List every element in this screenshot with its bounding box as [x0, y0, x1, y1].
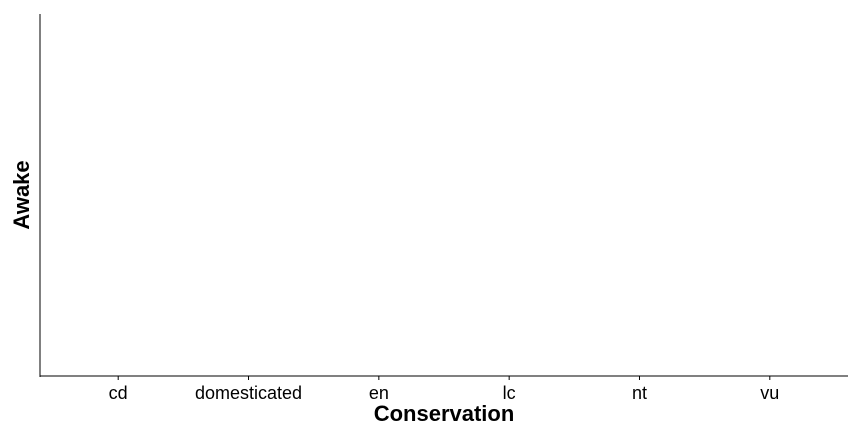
- y-axis-title: Awake: [9, 160, 34, 229]
- x-tick-label-en: en: [369, 383, 389, 403]
- x-tick-label-domesticated: domesticated: [195, 383, 302, 403]
- x-tick-label-nt: nt: [632, 383, 647, 403]
- x-tick-label-cd: cd: [109, 383, 128, 403]
- x-axis-title: Conservation: [374, 401, 515, 426]
- x-tick-label-lc: lc: [503, 383, 516, 403]
- x-tick-label-vu: vu: [760, 383, 779, 403]
- x-axis-ticks: [117, 376, 771, 380]
- x-axis-tick-labels: cd domesticated en lc nt vu: [109, 383, 780, 403]
